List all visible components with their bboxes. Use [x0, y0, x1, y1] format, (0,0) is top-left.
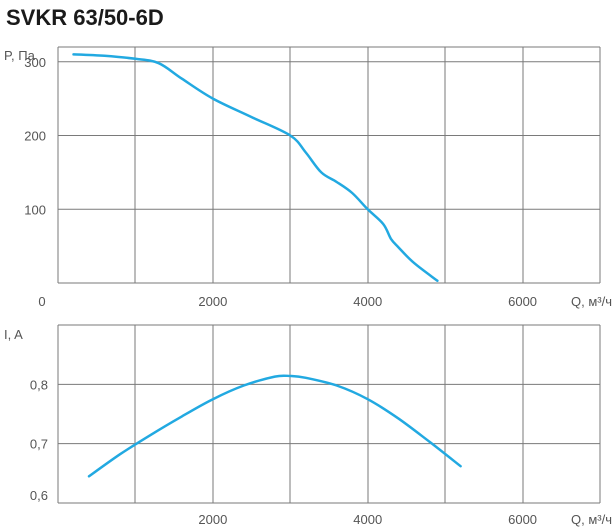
chart1-xtick-label: 4000 [353, 294, 382, 309]
chart2-series-0-line [87, 374, 462, 478]
chart2-ytick-label: 0,8 [30, 377, 48, 392]
chart1-ytick-label: 200 [24, 129, 46, 144]
chart1-origin-label: 0 [38, 294, 45, 309]
chart2-xlabel: Q, м³/ч [571, 512, 612, 527]
page-title: SVKR 63/50-6D [6, 5, 164, 30]
chart1-xlabel: Q, м³/ч [571, 294, 612, 309]
chart1-ytick-label: 100 [24, 202, 46, 217]
chart2-xtick-label: 6000 [508, 512, 537, 527]
chart1-series-0-line [72, 53, 439, 283]
chart2-ytick-label: 0,7 [30, 437, 48, 452]
chart2-xtick-label: 2000 [198, 512, 227, 527]
chart2-xtick-label: 4000 [353, 512, 382, 527]
chart1-xtick-label: 2000 [198, 294, 227, 309]
chart2-ytick-label: 0,6 [30, 488, 48, 503]
chart1-ylabel: P, Па [4, 48, 36, 63]
chart1-ytick-label: 300 [24, 55, 46, 70]
chart2-ylabel: I, A [4, 327, 23, 342]
chart1-xtick-label: 6000 [508, 294, 537, 309]
